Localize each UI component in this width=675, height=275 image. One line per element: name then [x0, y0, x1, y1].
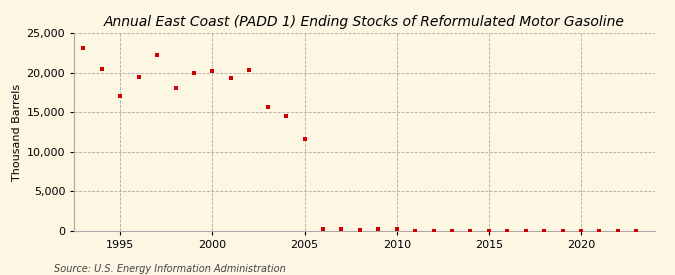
Point: [483, 229, 494, 233]
Point: [539, 229, 549, 233]
Point: [354, 228, 365, 232]
Point: [373, 227, 383, 232]
Point: [336, 226, 347, 231]
Point: [299, 137, 310, 141]
Point: [207, 69, 218, 73]
Point: [576, 229, 587, 233]
Point: [631, 229, 642, 233]
Text: Source: U.S. Energy Information Administration: Source: U.S. Energy Information Administ…: [54, 264, 286, 274]
Point: [170, 86, 181, 91]
Point: [115, 94, 126, 98]
Point: [188, 70, 199, 75]
Point: [594, 229, 605, 233]
Point: [612, 229, 623, 233]
Point: [281, 114, 292, 118]
Point: [244, 68, 254, 72]
Point: [428, 229, 439, 233]
Point: [410, 229, 421, 233]
Title: Annual East Coast (PADD 1) Ending Stocks of Reformulated Motor Gasoline: Annual East Coast (PADD 1) Ending Stocks…: [104, 15, 625, 29]
Point: [520, 229, 531, 233]
Point: [447, 229, 458, 233]
Point: [263, 105, 273, 110]
Point: [134, 74, 144, 79]
Point: [502, 229, 513, 233]
Point: [225, 76, 236, 80]
Point: [557, 229, 568, 233]
Point: [318, 227, 329, 231]
Point: [392, 227, 402, 232]
Point: [78, 46, 89, 50]
Point: [465, 229, 476, 233]
Y-axis label: Thousand Barrels: Thousand Barrels: [12, 83, 22, 181]
Point: [97, 67, 107, 72]
Point: [152, 53, 163, 57]
